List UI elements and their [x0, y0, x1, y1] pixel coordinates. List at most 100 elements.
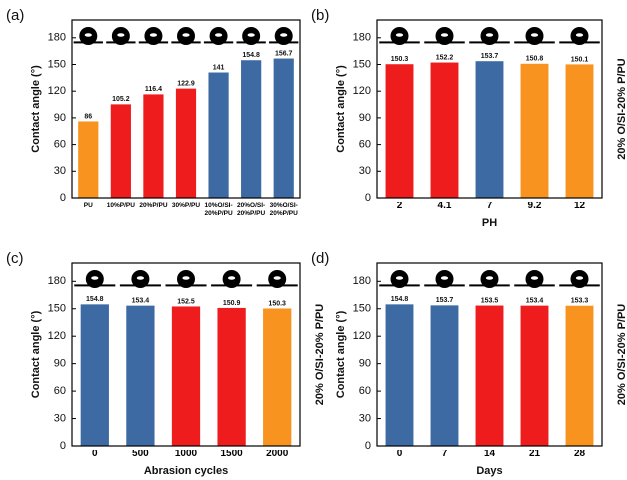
y-tick-label: 150 — [48, 58, 66, 70]
x-tick-wrap: 9.2 — [512, 202, 557, 222]
x-tick-wrap: 7 — [467, 202, 512, 222]
x-tick-label: 7 — [422, 450, 467, 458]
x-tick-wrap: 1500 — [209, 450, 255, 470]
value-label: 152.2 — [436, 54, 454, 61]
panel-label: (b) — [311, 7, 329, 24]
value-label: 153.7 — [436, 297, 454, 304]
y-tick-label: 30 — [54, 412, 66, 424]
bar — [263, 308, 291, 446]
value-label: 153.4 — [526, 297, 544, 304]
x-tick-wrap: 4.1 — [422, 202, 467, 222]
y-axis-label: Contact angle (°) — [335, 65, 347, 153]
x-tick-wrap: 10%O/SI-20%P/PU — [202, 202, 235, 222]
value-label: 152.5 — [177, 298, 195, 305]
x-tick-label: 9.2 — [512, 202, 557, 210]
x-tick-label: 21 — [512, 450, 557, 458]
bar — [521, 64, 549, 198]
y-tick-label: 120 — [353, 85, 371, 97]
value-label: 150.9 — [223, 300, 241, 307]
bar — [217, 308, 245, 446]
y-tick-label: 150 — [353, 58, 371, 70]
x-tick-wrap: 0 — [72, 450, 118, 470]
y-tick-label: 150 — [353, 303, 371, 315]
droplet-glint — [576, 33, 583, 37]
y-tick-label: 30 — [359, 165, 371, 177]
droplet-glint — [248, 33, 255, 37]
bar — [81, 304, 109, 446]
x-tick-wrap: 20%O/SI-20%P/PU — [235, 202, 268, 222]
value-label: 153.7 — [481, 53, 499, 60]
y-axis-label: Contact angle (°) — [335, 310, 347, 398]
x-tick-wrap: 14 — [467, 450, 512, 470]
x-tick-label: 2 — [377, 202, 422, 210]
x-tick-wrap: 2 — [377, 202, 422, 222]
y-tick-label: 180 — [353, 32, 371, 44]
x-tick-label: 28 — [557, 450, 602, 458]
droplet-glint — [85, 33, 92, 37]
x-tick-label: 7 — [467, 202, 512, 210]
x-tick-wrap: 2000 — [254, 450, 300, 470]
value-label: 156.7 — [275, 50, 293, 57]
x-tick-wrap: 1000 — [163, 450, 209, 470]
panel-label: (d) — [311, 250, 329, 267]
y-axis-label: Contact angle (°) — [30, 310, 42, 398]
y-tick-label: 90 — [359, 358, 371, 370]
x-tick-label: 10%O/SI-20%P/PU — [202, 202, 235, 218]
droplet-glint — [228, 276, 235, 280]
y-tick-label: 60 — [54, 385, 66, 397]
x-tick-wrap: 30%P/PU — [170, 202, 203, 222]
x-tick-label: 10%P/PU — [105, 202, 138, 210]
y-tick-label: 90 — [54, 112, 66, 124]
x-tick-wrap: 0 — [377, 450, 422, 470]
bar — [566, 64, 594, 198]
droplet-glint — [576, 276, 583, 280]
droplet-glint — [441, 33, 448, 37]
side-label: 20% O/SI-20% P/PU — [616, 304, 627, 406]
y-tick-label: 0 — [60, 192, 66, 204]
value-label: 153.5 — [481, 297, 499, 304]
droplet-glint — [274, 276, 281, 280]
x-tick-wrap: PU — [72, 202, 105, 222]
value-label: 154.8 — [391, 296, 409, 303]
droplet-glint — [150, 33, 157, 37]
value-label: 150.1 — [571, 56, 589, 63]
droplet-glint — [182, 33, 189, 37]
y-axis-label: Contact angle (°) — [30, 65, 42, 153]
x-tick-label: PU — [72, 202, 105, 210]
bar — [126, 306, 154, 446]
side-label: 20% O/SI-20% P/PU — [616, 58, 627, 160]
bar — [521, 306, 549, 446]
y-tick-label: 180 — [48, 275, 66, 287]
value-label: 122.9 — [177, 80, 195, 87]
value-label: 153.4 — [132, 297, 150, 304]
value-label: 116.4 — [145, 86, 162, 93]
droplet-glint — [531, 33, 538, 37]
x-tick-label: 4.1 — [422, 202, 467, 210]
x-tick-label: 0 — [72, 450, 118, 458]
x-tick-wrap: 28 — [557, 450, 602, 470]
y-tick-label: 150 — [48, 303, 66, 315]
value-label: 153.3 — [571, 298, 589, 305]
value-label: 105.2 — [112, 96, 130, 103]
value-label: 150.8 — [526, 56, 544, 63]
bar — [172, 306, 200, 446]
x-tick-label: 0 — [377, 450, 422, 458]
bar — [176, 89, 196, 198]
bar — [386, 64, 414, 198]
value-label: 150.3 — [391, 56, 409, 63]
x-tick-label: 20%P/PU — [137, 202, 170, 210]
x-tick-label: 1500 — [209, 450, 255, 458]
bar — [274, 59, 294, 198]
figure: (a)Contact angle (°)030609012015018086PU… — [0, 0, 627, 480]
bar — [111, 104, 131, 198]
bar — [208, 73, 228, 198]
x-tick-wrap: 21 — [512, 450, 557, 470]
x-tick-label: 30%P/PU — [170, 202, 203, 210]
y-tick-label: 90 — [54, 358, 66, 370]
x-tick-label: 30%O/SI-20%P/PU — [267, 202, 300, 218]
droplet-glint — [182, 276, 189, 280]
x-tick-wrap: 12 — [557, 202, 602, 222]
bar — [476, 61, 504, 198]
value-label: 86 — [84, 113, 92, 120]
droplet-glint — [486, 33, 493, 37]
